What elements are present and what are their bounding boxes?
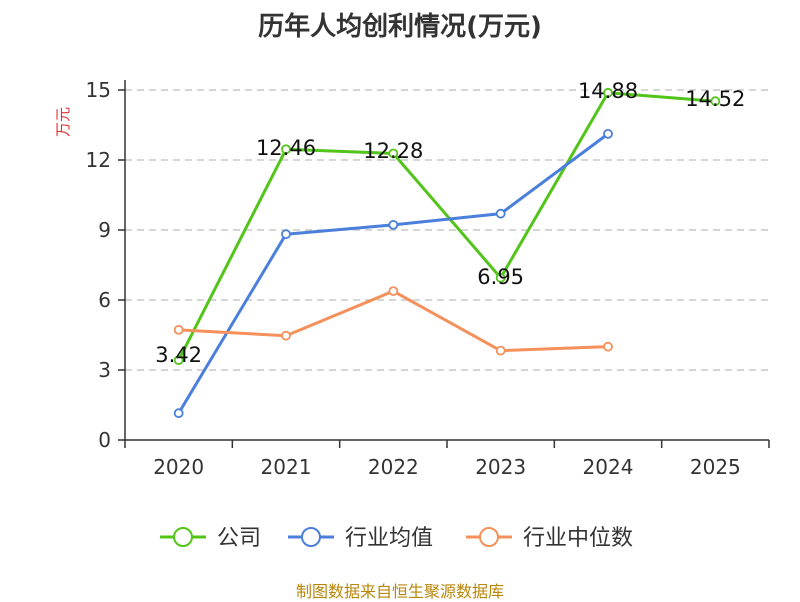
data-point bbox=[603, 87, 613, 98]
data-point bbox=[388, 148, 399, 159]
legend-marker bbox=[173, 527, 193, 547]
source-note: 制图数据来自恒生聚源数据库 bbox=[295, 582, 504, 601]
x-tick-label: 2025 bbox=[690, 455, 741, 479]
x-tick-label: 2020 bbox=[153, 455, 204, 479]
data-point bbox=[281, 144, 291, 155]
data-label: 12.46 bbox=[256, 136, 316, 160]
y-tick-label: 3 bbox=[98, 358, 111, 382]
y-tick-label: 6 bbox=[98, 288, 111, 312]
x-tick-label: 2022 bbox=[368, 455, 419, 479]
data-label: 14.88 bbox=[578, 79, 638, 103]
series-line bbox=[177, 91, 716, 361]
y-tick-label: 0 bbox=[98, 428, 111, 452]
chart-title: 历年人均创利情况(万元) bbox=[258, 12, 542, 42]
y-tick-label: 12 bbox=[86, 148, 111, 172]
data-point bbox=[495, 208, 506, 219]
data-point bbox=[173, 324, 184, 335]
data-point bbox=[603, 128, 613, 139]
data-point bbox=[495, 345, 506, 356]
x-tick-label: 2024 bbox=[583, 455, 634, 479]
x-tick-label: 2021 bbox=[261, 455, 312, 479]
data-label: 6.95 bbox=[477, 265, 524, 289]
legend-label: 行业中位数 bbox=[523, 526, 633, 551]
data-point bbox=[173, 355, 184, 366]
data-point bbox=[281, 330, 291, 341]
legend-label: 行业均值 bbox=[345, 526, 433, 551]
data-point bbox=[710, 96, 721, 107]
data-label: 12.28 bbox=[363, 139, 423, 163]
legend-marker bbox=[479, 527, 499, 547]
data-point bbox=[495, 272, 506, 283]
x-tick-label: 2023 bbox=[475, 455, 526, 479]
data-point bbox=[281, 229, 291, 240]
y-tick-label: 15 bbox=[86, 78, 111, 102]
legend-label: 公司 bbox=[217, 526, 261, 551]
data-point bbox=[603, 341, 613, 352]
y-axis-label: 万元 bbox=[54, 107, 72, 137]
data-point bbox=[388, 286, 399, 297]
legend-marker bbox=[301, 527, 321, 547]
data-point bbox=[173, 408, 184, 419]
y-tick-label: 9 bbox=[98, 218, 111, 242]
data-label: 14.52 bbox=[685, 87, 745, 111]
series-line bbox=[177, 132, 609, 414]
data-label: 3.42 bbox=[155, 343, 202, 367]
data-point bbox=[388, 219, 399, 230]
